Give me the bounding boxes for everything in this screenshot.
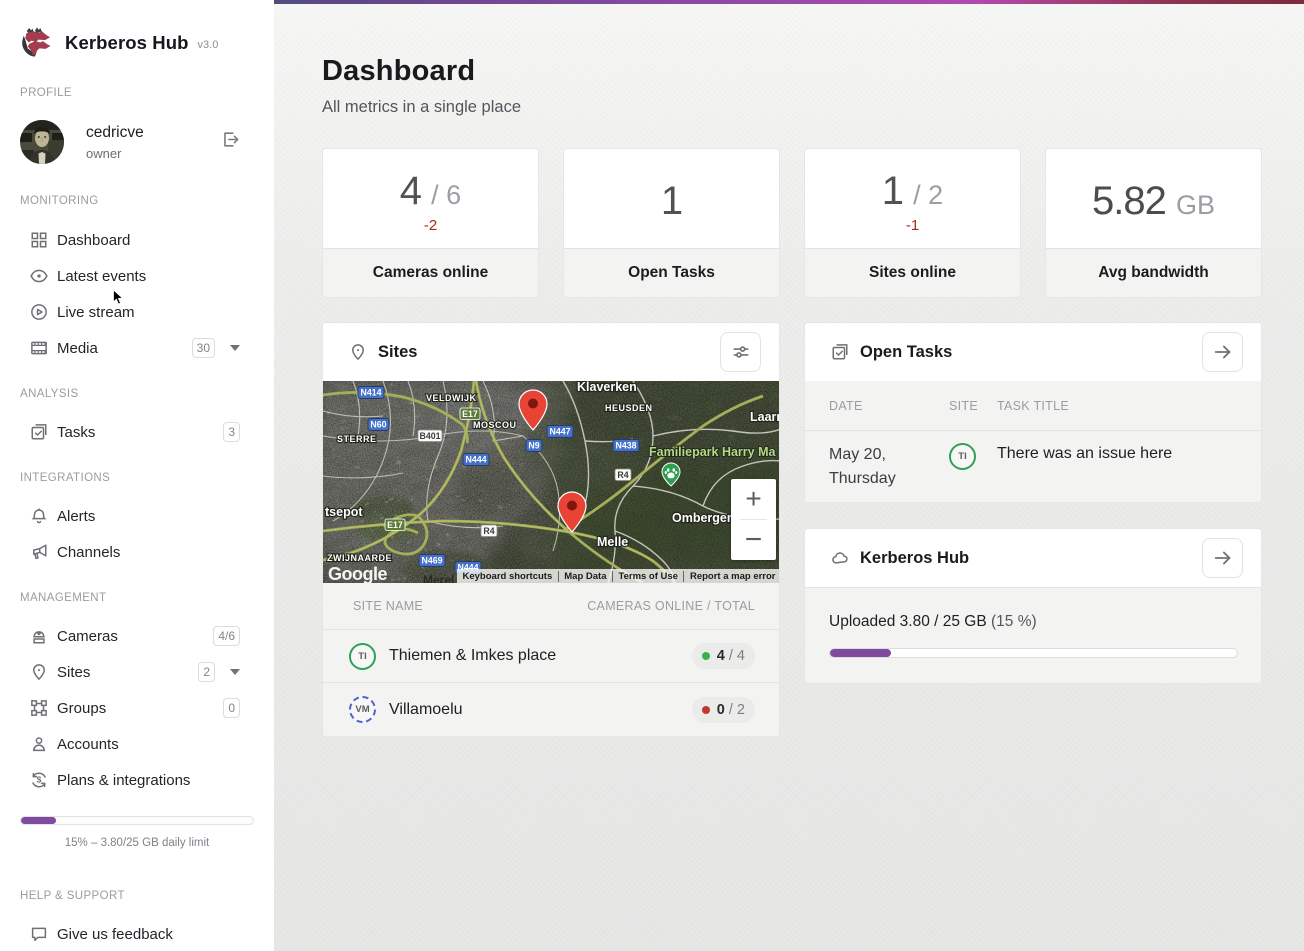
svg-text:N9: N9 — [528, 441, 539, 451]
svg-text:Melle: Melle — [597, 535, 628, 549]
svg-text:$: $ — [37, 776, 42, 785]
svg-text:Laarn: Laarn — [750, 410, 780, 424]
svg-text:N444: N444 — [457, 563, 478, 573]
svg-text:N414: N414 — [360, 388, 381, 398]
svg-text:B401: B401 — [419, 431, 440, 441]
svg-text:HEUSDEN: HEUSDEN — [605, 403, 653, 413]
svg-text:N444: N444 — [465, 455, 486, 465]
svg-text:Merel: Merel — [423, 573, 454, 583]
svg-text:Familiepark Harry Ma: Familiepark Harry Ma — [649, 445, 776, 459]
svg-text:N60: N60 — [370, 420, 386, 430]
svg-text:STERRE: STERRE — [337, 434, 377, 444]
svg-text:tsepot: tsepot — [325, 505, 363, 519]
svg-text:E17: E17 — [462, 409, 478, 419]
svg-text:E17: E17 — [387, 520, 403, 530]
svg-text:Google: Google — [328, 564, 387, 583]
svg-text:MOSCOU: MOSCOU — [473, 420, 517, 430]
svg-text:Ombergen: Ombergen — [672, 511, 735, 525]
svg-text:N447: N447 — [549, 427, 570, 437]
svg-text:ZWIJNAARDE: ZWIJNAARDE — [327, 553, 392, 563]
svg-text:R4: R4 — [483, 526, 494, 536]
svg-text:R4: R4 — [617, 470, 628, 480]
svg-text:N469: N469 — [421, 556, 442, 566]
svg-text:Klaverken: Klaverken — [577, 381, 637, 394]
svg-text:N438: N438 — [615, 441, 636, 451]
svg-text:VELDWIJK: VELDWIJK — [426, 393, 477, 403]
